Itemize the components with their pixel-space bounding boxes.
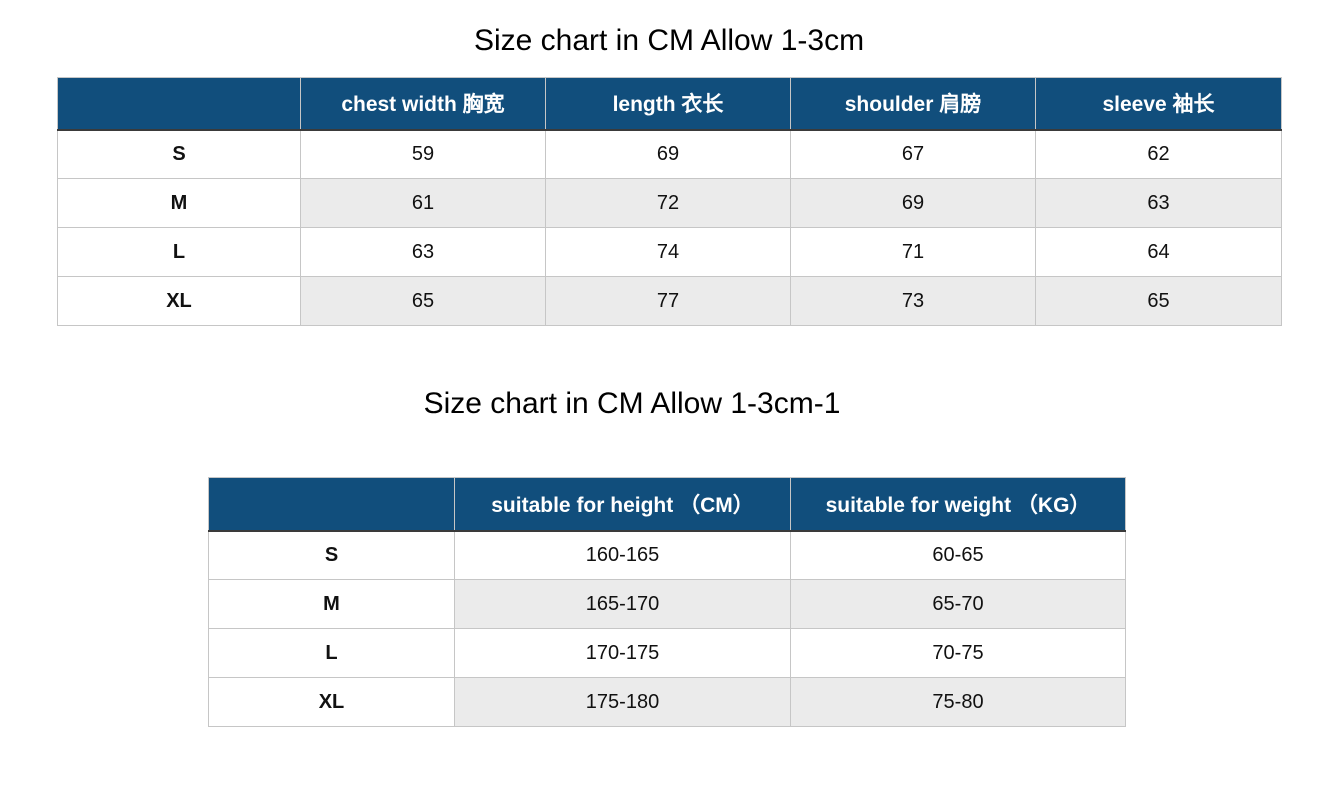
value-cell: 73 xyxy=(790,276,1036,326)
table-row-s: S 160-165 60-65 xyxy=(208,530,1126,580)
value-cell: 65 xyxy=(1035,276,1282,326)
table-row-s: S 59 69 67 62 xyxy=(57,129,1282,179)
value-cell: 72 xyxy=(545,178,791,228)
size-label-cell: XL xyxy=(57,276,301,326)
size-label-cell: L xyxy=(57,227,301,277)
column-header-weight: suitable for weight （KG） xyxy=(790,477,1126,532)
value-cell: 62 xyxy=(1035,129,1282,179)
value-cell: 59 xyxy=(300,129,546,179)
size-chart-table-2: suitable for height （CM） suitable for we… xyxy=(208,477,1126,727)
value-cell: 165-170 xyxy=(454,579,791,629)
value-cell: 170-175 xyxy=(454,628,791,678)
value-cell: 69 xyxy=(545,129,791,179)
table-row-m: M 165-170 65-70 xyxy=(208,579,1126,629)
table-row-l: L 170-175 70-75 xyxy=(208,628,1126,678)
value-cell: 160-165 xyxy=(454,530,791,580)
value-cell: 64 xyxy=(1035,227,1282,277)
value-cell: 63 xyxy=(1035,178,1282,228)
corner-cell xyxy=(57,77,301,131)
size-label-cell: M xyxy=(208,579,455,629)
column-header-length: length 衣长 xyxy=(545,77,791,131)
column-header-chest-width: chest width 胸宽 xyxy=(300,77,546,131)
table-row-m: M 61 72 69 63 xyxy=(57,178,1282,228)
value-cell: 67 xyxy=(790,129,1036,179)
value-cell: 63 xyxy=(300,227,546,277)
corner-cell xyxy=(208,477,455,532)
header-row: chest width 胸宽 length 衣长 shoulder 肩膀 sle… xyxy=(57,77,1282,131)
size-chart-table-1: chest width 胸宽 length 衣长 shoulder 肩膀 sle… xyxy=(57,77,1282,326)
value-cell: 69 xyxy=(790,178,1036,228)
value-cell: 65-70 xyxy=(790,579,1126,629)
size-label-cell: S xyxy=(208,530,455,580)
table-row-l: L 63 74 71 64 xyxy=(57,227,1282,277)
value-cell: 175-180 xyxy=(454,677,791,727)
size-label-cell: XL xyxy=(208,677,455,727)
value-cell: 61 xyxy=(300,178,546,228)
value-cell: 60-65 xyxy=(790,530,1126,580)
column-header-height: suitable for height （CM） xyxy=(454,477,791,532)
header-row: suitable for height （CM） suitable for we… xyxy=(208,477,1126,532)
size-label-cell: S xyxy=(57,129,301,179)
size-label-cell: M xyxy=(57,178,301,228)
value-cell: 71 xyxy=(790,227,1036,277)
column-header-sleeve: sleeve 袖长 xyxy=(1035,77,1282,131)
table-row-xl: XL 65 77 73 65 xyxy=(57,276,1282,326)
value-cell: 65 xyxy=(300,276,546,326)
size-chart-title-2: Size chart in CM Allow 1-3cm-1 xyxy=(423,387,841,420)
value-cell: 70-75 xyxy=(790,628,1126,678)
size-label-cell: L xyxy=(208,628,455,678)
value-cell: 77 xyxy=(545,276,791,326)
column-header-shoulder: shoulder 肩膀 xyxy=(790,77,1036,131)
value-cell: 74 xyxy=(545,227,791,277)
table-row-xl: XL 175-180 75-80 xyxy=(208,677,1126,727)
value-cell: 75-80 xyxy=(790,677,1126,727)
size-chart-title-1: Size chart in CM Allow 1-3cm xyxy=(473,24,865,57)
